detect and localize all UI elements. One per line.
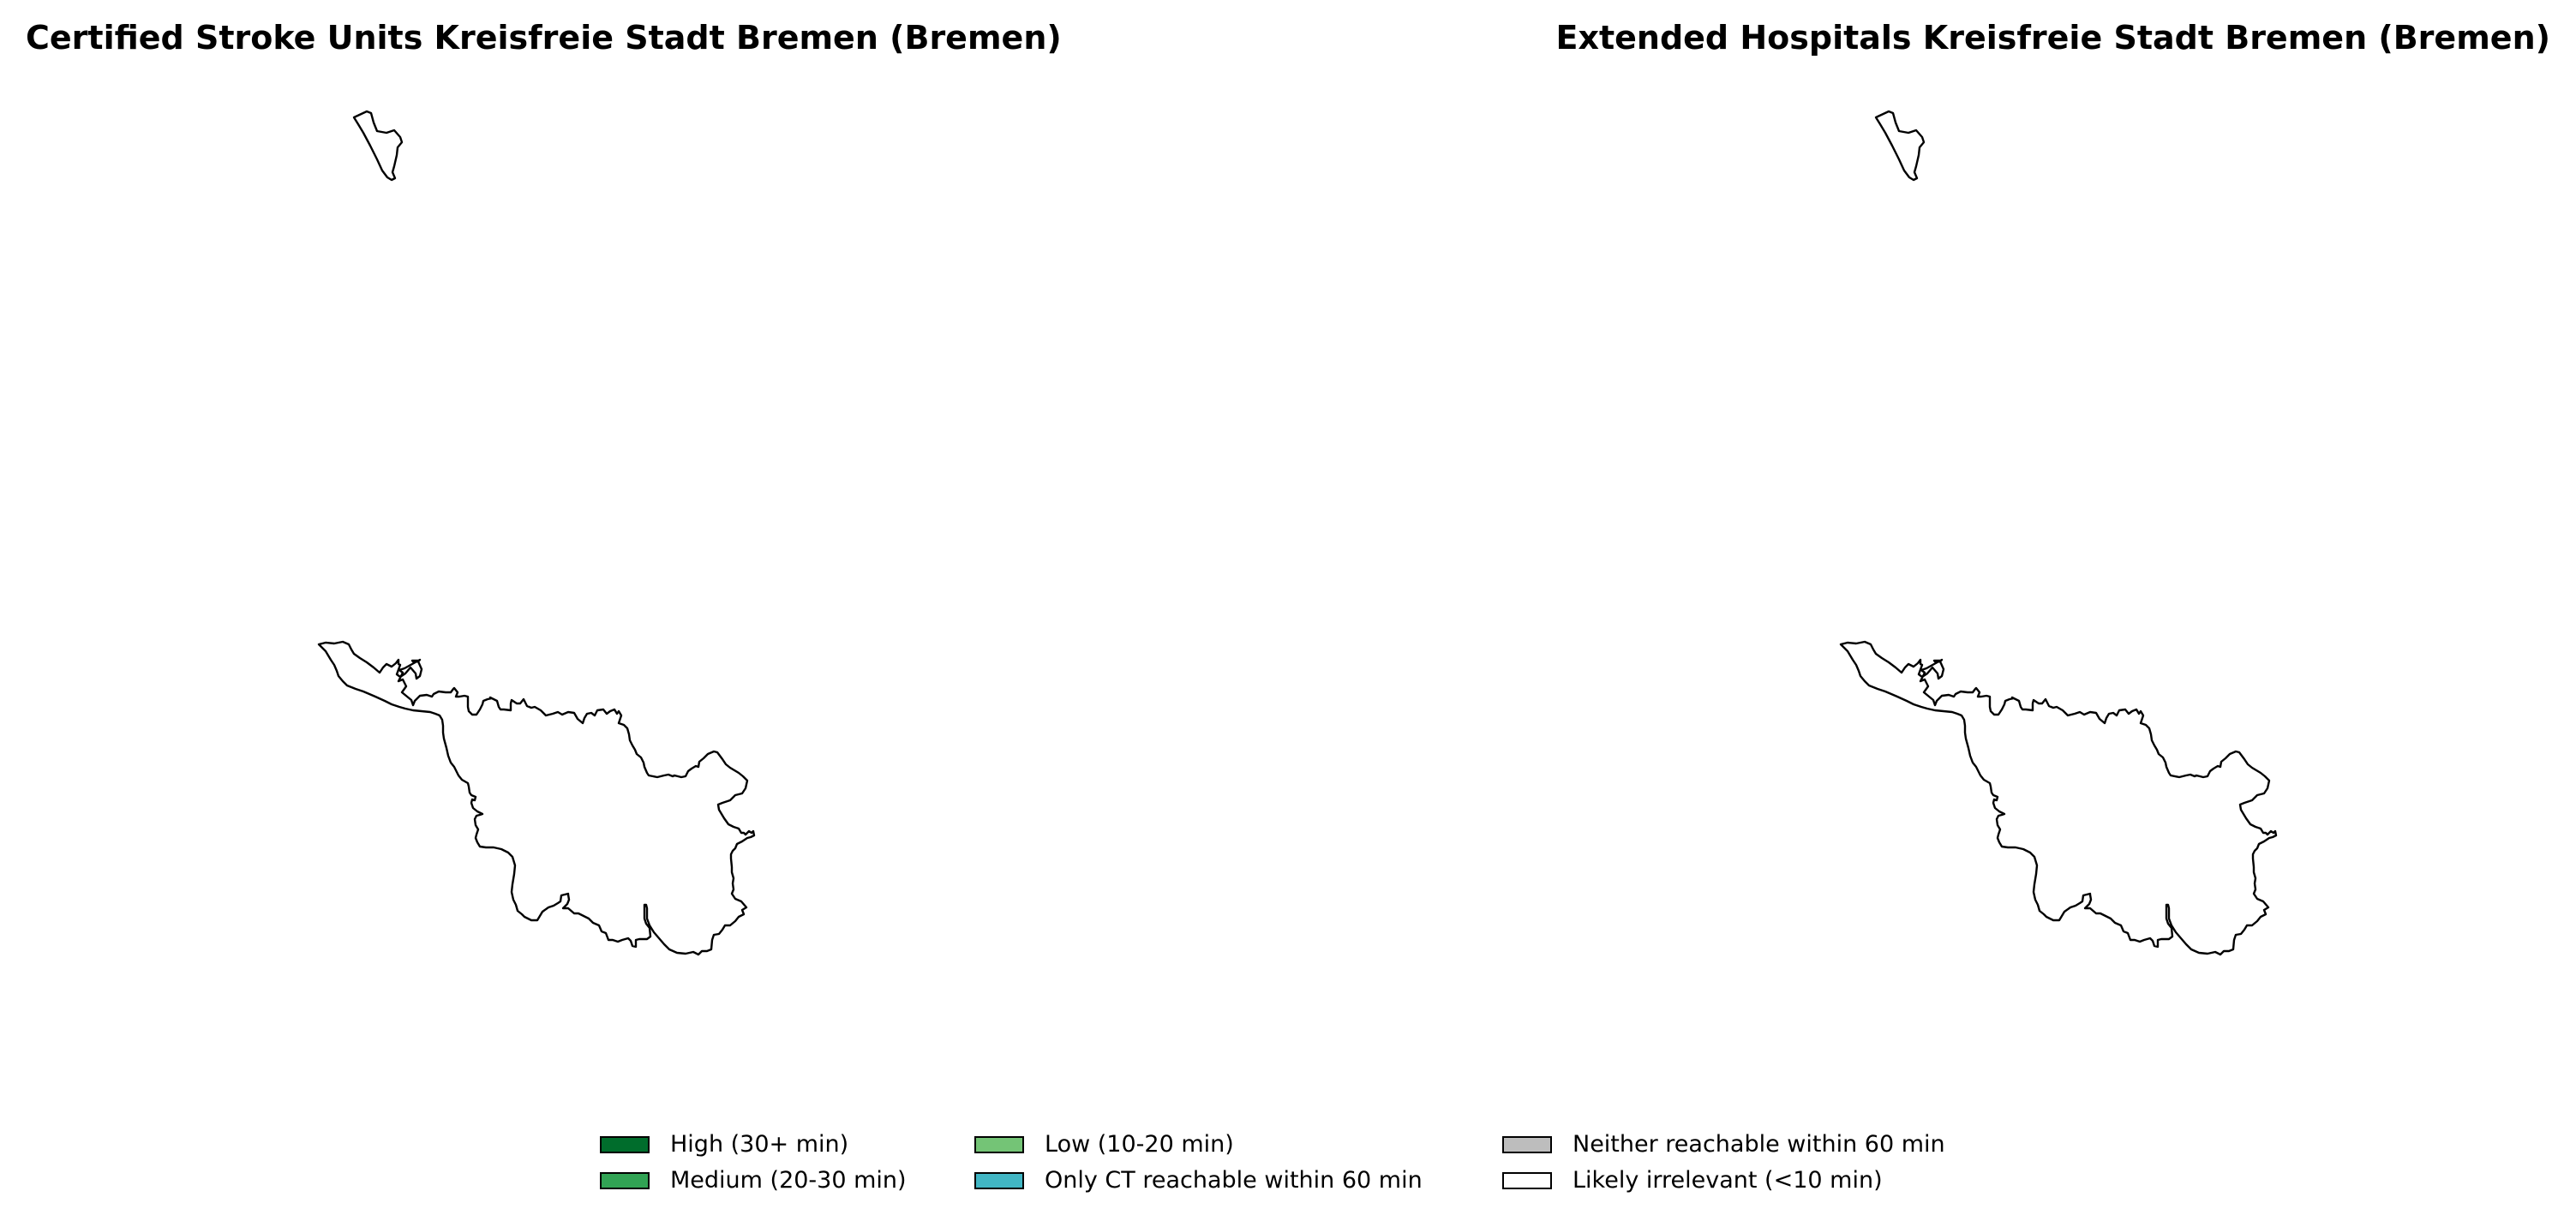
map-panel-extended-hospitals: [1839, 110, 2278, 956]
legend-swatch-neither: [1502, 1136, 1552, 1153]
map-title-stroke-units: Certified Stroke Units Kreisfreie Stadt …: [26, 19, 1062, 57]
legend-item-medium: Medium (20-30 min): [600, 1164, 907, 1198]
map-legend: High (30+ min) Medium (20-30 min) Low (1…: [600, 1128, 2057, 1213]
legend-label-neither: Neither reachable within 60 min: [1573, 1131, 1945, 1158]
legend-swatch-medium: [600, 1172, 650, 1189]
region-bremen: [317, 640, 756, 956]
region-bremerhaven: [352, 110, 404, 182]
legend-swatch-irrelevant: [1502, 1172, 1552, 1189]
legend-swatch-low: [974, 1136, 1024, 1153]
legend-swatch-high: [600, 1136, 650, 1153]
legend-label-only-ct: Only CT reachable within 60 min: [1045, 1167, 1423, 1194]
region-bremen: [1839, 640, 2278, 956]
legend-label-medium: Medium (20-30 min): [670, 1167, 907, 1194]
legend-item-neither: Neither reachable within 60 min: [1502, 1128, 1945, 1162]
map-panel-stroke-units: [317, 110, 756, 956]
region-bremerhaven: [1874, 110, 1926, 182]
map-title-extended-hospitals: Extended Hospitals Kreisfreie Stadt Brem…: [1555, 19, 2550, 57]
legend-item-irrelevant: Likely irrelevant (<10 min): [1502, 1164, 1883, 1198]
legend-item-low: Low (10-20 min): [974, 1128, 1234, 1162]
legend-swatch-only-ct: [974, 1172, 1024, 1189]
legend-label-high: High (30+ min): [670, 1131, 849, 1158]
legend-label-low: Low (10-20 min): [1045, 1131, 1234, 1158]
legend-item-only-ct: Only CT reachable within 60 min: [974, 1164, 1423, 1198]
legend-item-high: High (30+ min): [600, 1128, 848, 1162]
legend-label-irrelevant: Likely irrelevant (<10 min): [1573, 1167, 1883, 1194]
